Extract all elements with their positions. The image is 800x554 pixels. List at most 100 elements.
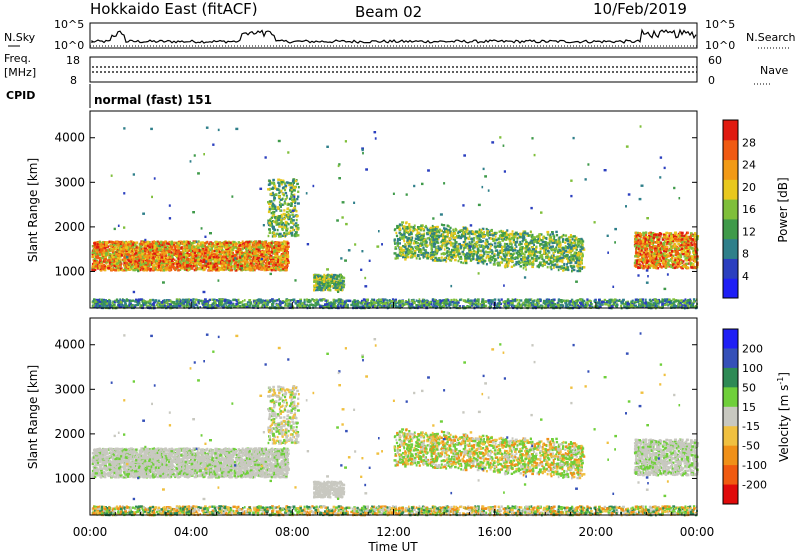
power-echo-cell — [277, 233, 280, 236]
power-echo-cell — [332, 286, 335, 289]
power-echo-cell — [206, 257, 209, 261]
power-echo-cell — [289, 210, 293, 214]
power-echo-cell — [177, 249, 181, 252]
power-echo-cell — [266, 268, 269, 271]
power-echo-cell — [137, 247, 140, 250]
power-echo-cell — [273, 183, 276, 186]
power-echo-cell — [290, 232, 294, 235]
power-echo-cell — [272, 191, 274, 195]
power-echo-cell — [275, 220, 278, 223]
power-echo-cell — [258, 264, 261, 268]
power-echo-cell — [333, 282, 336, 286]
power-echo-cell — [284, 221, 287, 225]
power-echo-cell — [122, 248, 125, 251]
power-echo-cell — [193, 268, 196, 272]
power-echo-cell — [279, 235, 283, 238]
power-echo-cell — [129, 251, 132, 254]
power-echo-cell — [186, 261, 189, 264]
power-echo-cell — [275, 216, 279, 220]
power-echo-cell — [135, 252, 138, 255]
power-echo-cell — [271, 207, 275, 210]
power-echo-cell — [278, 265, 281, 268]
power-echo-cell — [222, 255, 226, 259]
power-echo-cell — [135, 250, 137, 253]
power-echo-cell — [96, 256, 98, 260]
power-echo-cell — [148, 261, 151, 264]
power-echo-cell — [182, 265, 185, 268]
power-echo-cell — [221, 261, 224, 264]
power-echo-cell — [137, 259, 141, 262]
power-echo-cell — [215, 252, 218, 255]
power-echo-cell — [149, 267, 152, 271]
power-echo-cell — [342, 276, 346, 280]
power-echo-cell — [323, 275, 326, 278]
power-echo-cell — [128, 259, 131, 262]
power-echo-cell — [199, 243, 202, 246]
power-echo-cell — [224, 256, 227, 259]
power-echo-cell — [184, 246, 187, 249]
power-echo-cell — [227, 244, 231, 247]
power-echo-cell — [283, 217, 286, 221]
power-echo-cell — [139, 265, 141, 269]
power-echo-cell — [232, 264, 234, 268]
power-echo-cell — [191, 250, 194, 253]
power-echo-cell — [169, 241, 172, 244]
power-echo-cell — [267, 201, 269, 204]
power-echo-cell — [168, 266, 172, 269]
power-echo-cell — [229, 241, 232, 244]
power-echo-cell — [128, 244, 131, 248]
power-echo-cell — [253, 240, 256, 244]
power-echo-cell — [194, 250, 197, 253]
power-echo-cell — [150, 253, 153, 256]
power-echo-cell — [260, 253, 264, 256]
power-echo-cell — [143, 255, 147, 258]
power-echo-cell — [216, 259, 219, 262]
power-echo-cell — [96, 267, 99, 270]
nave-label: Nave — [760, 64, 788, 77]
power-echo-cell — [510, 265, 514, 268]
power-echo-cell — [120, 244, 122, 248]
power-echo-cell — [335, 277, 339, 280]
power-echo-cell — [253, 262, 255, 266]
power-echo-cell — [245, 258, 249, 261]
power-echo-cell — [275, 193, 278, 196]
power-echo-cell — [120, 250, 123, 253]
power-echo-cell — [247, 246, 250, 250]
power-echo-cell — [294, 234, 297, 238]
power-echo-cell — [130, 248, 133, 252]
power-echo-cell — [287, 213, 290, 217]
power-echo-cell — [197, 246, 200, 249]
power-echo-cell — [268, 179, 271, 183]
power-echo-cell — [284, 191, 288, 195]
power-echo-cell — [149, 255, 153, 259]
power-echo-cell — [155, 241, 158, 244]
power-echo-cell — [226, 253, 229, 256]
power-echo-cell — [222, 257, 226, 261]
power-echo-cell — [170, 247, 173, 250]
power-echo-cell — [142, 265, 146, 269]
power-echo-cell — [209, 263, 212, 267]
power-echo-cell — [218, 250, 221, 253]
power-echo-cell — [241, 244, 244, 247]
power-echo-cell — [275, 265, 278, 268]
power-echo-cell — [278, 203, 281, 207]
power-echo-cell — [191, 248, 194, 251]
power-echo-cell — [282, 254, 285, 258]
power-echo-cell — [282, 212, 286, 216]
power-echo-cell — [288, 197, 292, 201]
power-echo-cell — [204, 257, 207, 260]
power-echo-cell — [194, 267, 198, 271]
power-echo-cell — [148, 245, 152, 249]
power-echo-cell — [203, 249, 206, 253]
power-echo-cell — [294, 179, 298, 183]
power-echo-cell — [152, 257, 155, 261]
power-echo-cell — [126, 268, 130, 271]
power-echo-cell — [136, 251, 140, 254]
power-echo-cell — [135, 246, 139, 249]
power-echo-cell — [204, 244, 206, 248]
power-echo-cell — [158, 256, 161, 259]
power-echo-cell — [433, 232, 435, 235]
power-echo-cell — [174, 249, 178, 252]
power-echo-cell — [177, 245, 181, 249]
power-echo-cell — [184, 242, 186, 245]
